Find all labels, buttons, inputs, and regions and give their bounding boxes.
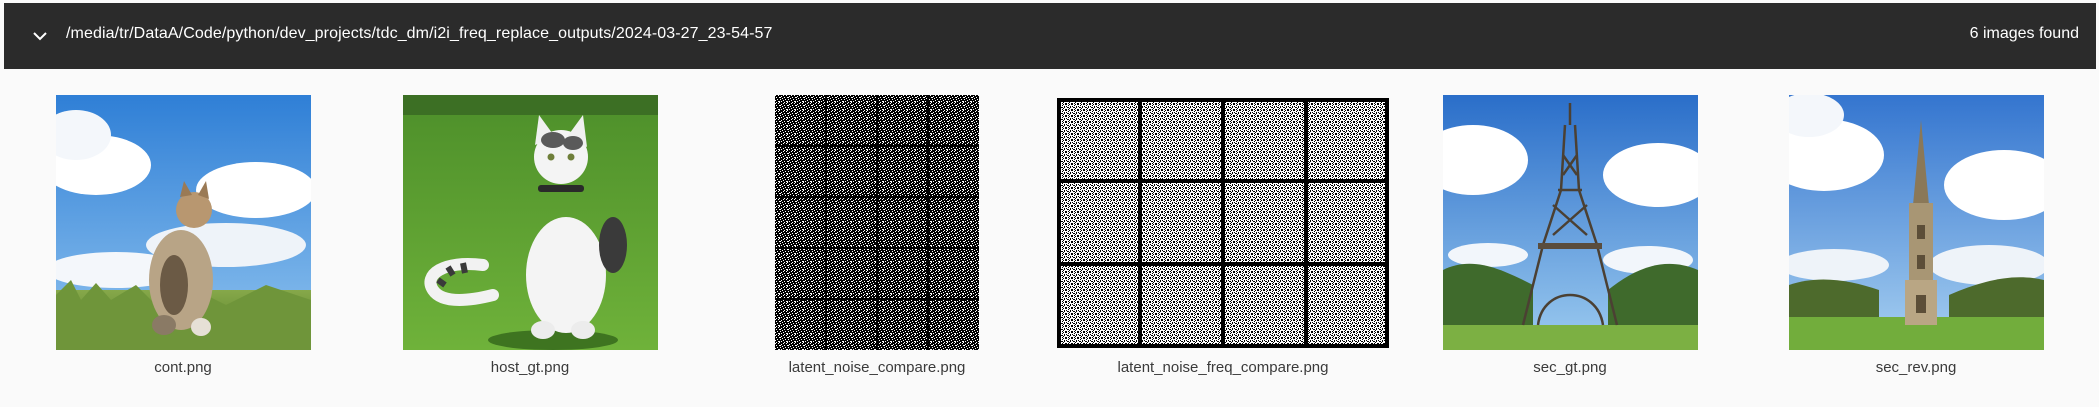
image-caption: sec_gt.png — [1533, 359, 1607, 376]
eiffel-tower-image — [1443, 95, 1698, 350]
image-thumbnail-latent-noise-freq-compare[interactable] — [1057, 98, 1389, 348]
white-cat-image — [403, 95, 658, 350]
folder-header[interactable]: /media/tr/DataA/Code/python/dev_projects… — [4, 3, 2096, 69]
cat-in-grass-image — [56, 95, 311, 350]
chevron-down-icon[interactable] — [29, 25, 51, 47]
image-thumbnail-sec-gt[interactable] — [1443, 95, 1698, 350]
stone-spire-image — [1789, 95, 2044, 350]
image-caption: host_gt.png — [490, 359, 570, 376]
image-count-label: 6 images found — [1969, 25, 2079, 42]
folder-path: /media/tr/DataA/Code/python/dev_projects… — [66, 25, 773, 42]
image-thumbnail-latent-noise-compare[interactable] — [775, 95, 979, 350]
noise-grid-image — [775, 95, 979, 350]
image-caption: sec_rev.png — [1875, 359, 1957, 376]
image-thumbnail-host-gt[interactable] — [403, 95, 658, 350]
image-caption: latent_noise_compare.png — [788, 359, 966, 376]
image-thumbnail-cont[interactable] — [56, 95, 311, 350]
noise-grid-image — [1057, 98, 1389, 348]
image-caption: cont.png — [154, 359, 212, 376]
image-caption: latent_noise_freq_compare.png — [1117, 359, 1329, 376]
image-thumbnail-sec-rev[interactable] — [1789, 95, 2044, 350]
